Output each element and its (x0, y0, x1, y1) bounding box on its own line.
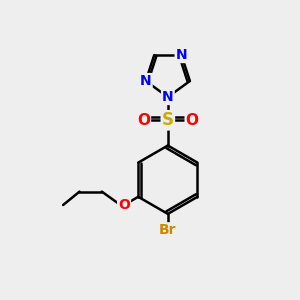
Text: N: N (140, 74, 152, 88)
Text: S: S (162, 111, 174, 129)
Text: N: N (162, 90, 174, 104)
Text: O: O (118, 198, 130, 212)
Text: O: O (186, 113, 199, 128)
Text: O: O (137, 113, 150, 128)
Text: N: N (176, 48, 187, 62)
Text: Br: Br (159, 223, 177, 237)
